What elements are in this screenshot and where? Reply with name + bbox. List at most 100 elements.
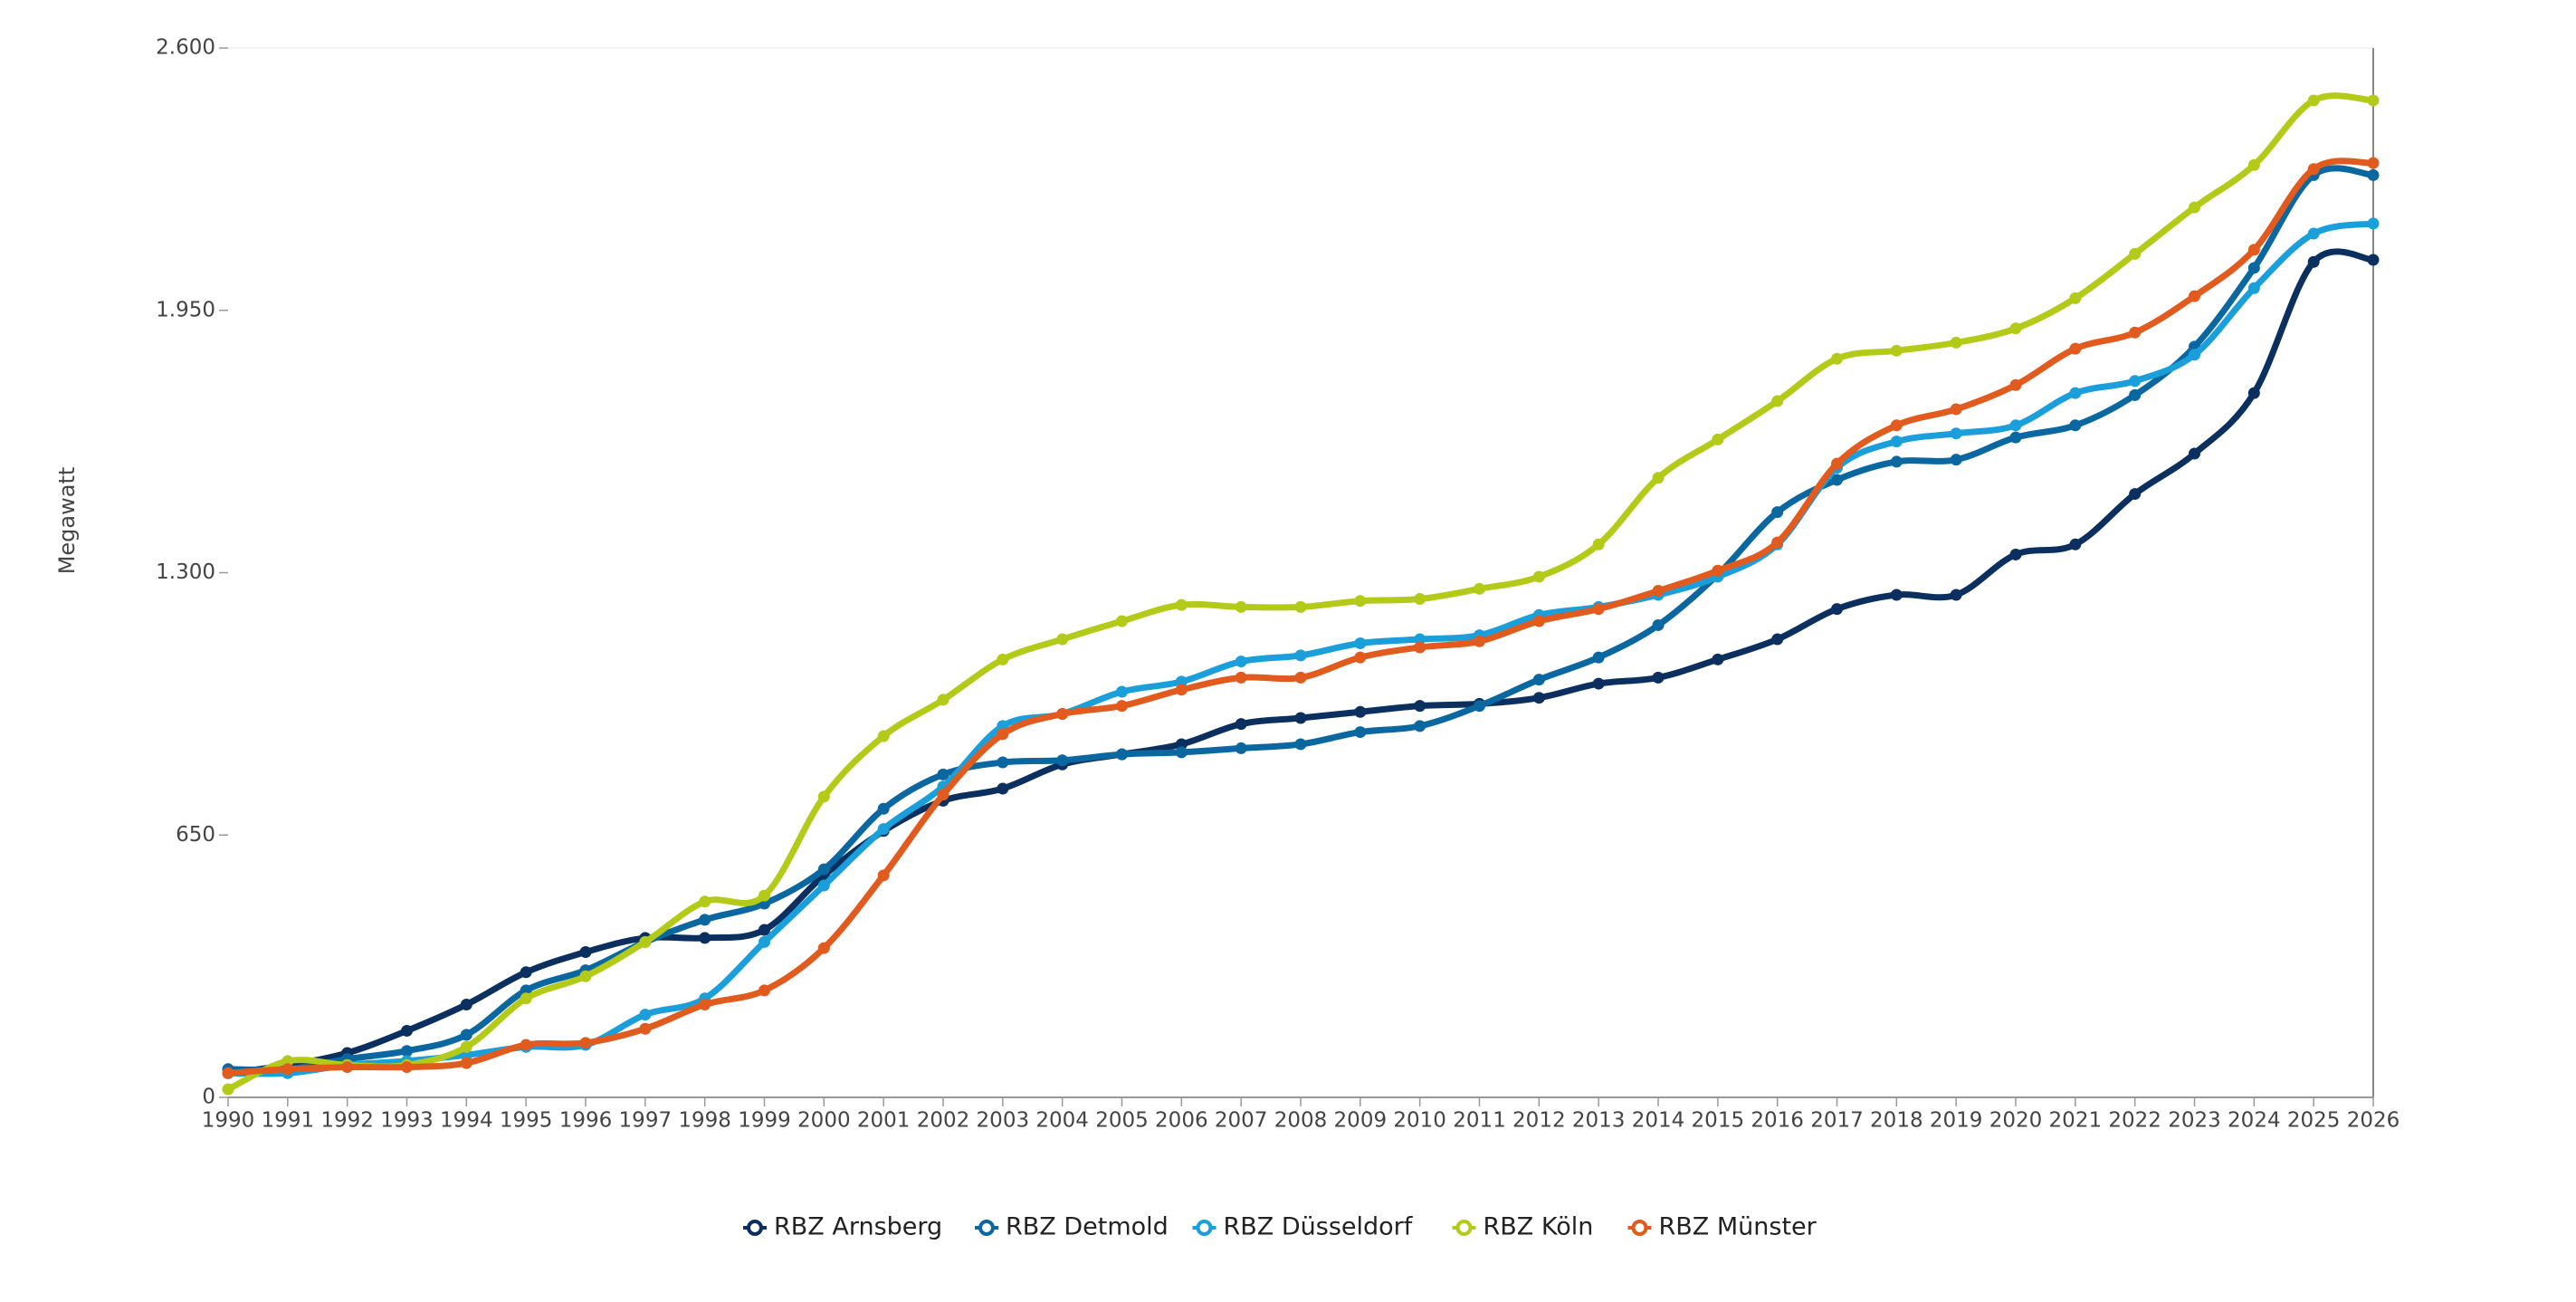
legend-item: RBZ Detmold [975, 1213, 1169, 1241]
data-point [1831, 457, 1843, 470]
series-line [224, 92, 2377, 1093]
x-tick-label: 1995 [500, 1109, 553, 1133]
data-point [1592, 538, 1605, 550]
data-point [2129, 375, 2142, 388]
x-tick-label: 2006 [1155, 1109, 1208, 1133]
data-point [1831, 603, 1843, 616]
data-point [1652, 671, 1665, 684]
data-point [817, 879, 830, 892]
data-point [222, 1083, 234, 1096]
data-point [520, 992, 532, 1005]
data-point [1414, 700, 1426, 713]
data-point [997, 653, 1009, 665]
y-tick-label: 0 [202, 1086, 215, 1109]
data-point [1652, 618, 1665, 631]
data-point [1056, 633, 1069, 646]
data-point [1950, 427, 1962, 440]
x-tick-label: 2016 [1751, 1109, 1804, 1133]
data-point [699, 932, 711, 944]
legend-item: RBZ Arnsberg [743, 1213, 942, 1241]
data-point [1771, 536, 1784, 549]
data-point [2189, 290, 2200, 302]
x-tick-label: 1997 [619, 1109, 673, 1133]
legend-marker [1455, 1220, 1473, 1236]
data-point [2189, 349, 2200, 361]
x-tick-label: 2010 [1393, 1109, 1446, 1133]
data-point [1056, 754, 1069, 767]
data-point [2009, 322, 2022, 335]
data-point [1532, 570, 1545, 583]
data-point [758, 935, 770, 948]
data-point [1414, 633, 1426, 646]
legend-label: RBZ Detmold [1006, 1213, 1169, 1241]
data-point [817, 790, 830, 803]
data-point [281, 1063, 294, 1076]
data-point [2069, 419, 2082, 432]
data-point [1474, 635, 1485, 647]
data-point [401, 1045, 413, 1058]
data-point [1294, 649, 1307, 662]
x-tick-label: 2017 [1810, 1109, 1864, 1133]
x-tick-label: 2007 [1215, 1109, 1268, 1133]
data-point [877, 802, 890, 815]
data-point [1474, 700, 1485, 713]
data-point [2009, 419, 2022, 432]
x-tick-label: 1990 [202, 1109, 255, 1133]
data-point [2247, 387, 2260, 399]
x-tick-label: 2024 [2228, 1109, 2281, 1133]
data-point [1950, 403, 1962, 416]
data-point [520, 966, 532, 979]
x-tick-label: 1994 [440, 1109, 493, 1133]
x-tick-label: 1999 [738, 1109, 791, 1133]
legend-label: RBZ Münster [1659, 1213, 1818, 1241]
data-point [1712, 564, 1724, 577]
legend-marker [1631, 1220, 1648, 1236]
x-tick-label: 2025 [2287, 1109, 2341, 1133]
x-tick-label: 1996 [559, 1109, 613, 1133]
data-point [1175, 675, 1188, 688]
data-point [2069, 387, 2082, 399]
legend-label: RBZ Arnsberg [774, 1213, 942, 1241]
legend-marker [978, 1220, 995, 1236]
x-tick-label: 2005 [1095, 1109, 1149, 1133]
data-point [758, 924, 770, 936]
data-point [1592, 603, 1605, 616]
data-point [2129, 488, 2142, 501]
data-point [1235, 718, 1247, 731]
data-point [758, 984, 770, 997]
x-tick-label: 2023 [2168, 1109, 2221, 1133]
data-point [937, 694, 949, 706]
x-tick-label: 2018 [1870, 1109, 1923, 1133]
x-tick-label: 2014 [1632, 1109, 1685, 1133]
data-point [699, 998, 711, 1010]
data-point [579, 1037, 592, 1049]
data-point [1712, 653, 1724, 665]
data-point [2247, 244, 2260, 256]
data-point [1414, 641, 1426, 654]
y-tick-label: 2.600 [156, 36, 215, 60]
x-tick-label: 2019 [1930, 1109, 1983, 1133]
data-point [1474, 582, 1485, 595]
data-point [1116, 748, 1128, 761]
data-point [1592, 677, 1605, 690]
data-point [2247, 158, 2260, 171]
x-tick-label: 2000 [797, 1109, 851, 1133]
series-line [224, 158, 2377, 1077]
data-point [1890, 589, 1903, 601]
data-point [1235, 671, 1247, 684]
data-point [2129, 326, 2142, 339]
data-point [1354, 595, 1367, 608]
data-point [1712, 433, 1724, 445]
data-point [1950, 454, 1962, 466]
data-point [1235, 742, 1247, 754]
x-tick-label: 2012 [1512, 1109, 1566, 1133]
data-point [2367, 94, 2380, 107]
data-point [2247, 282, 2260, 294]
data-point [1831, 352, 1843, 365]
data-point [1354, 637, 1367, 650]
data-point [2367, 254, 2380, 266]
data-point [1354, 705, 1367, 718]
data-point [1294, 600, 1307, 613]
data-point [2069, 342, 2082, 355]
